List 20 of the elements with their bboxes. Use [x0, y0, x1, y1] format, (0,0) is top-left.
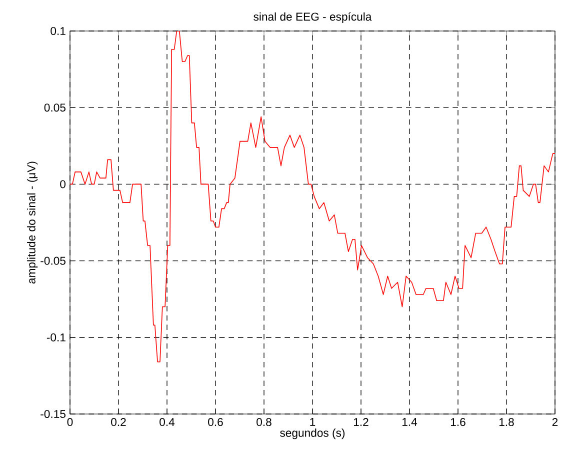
x-tick-label: 0 — [67, 418, 73, 426]
x-tick-label: 1.2 — [354, 418, 368, 426]
y-tick-label: -0.15 — [40, 410, 66, 418]
x-tick-label: 1 — [310, 418, 316, 426]
y-tick-label: -0.05 — [40, 256, 66, 265]
y-tick-label: 0.1 — [50, 27, 66, 36]
x-axis-title: segundos (s) — [280, 428, 345, 440]
x-tick-label: 1.6 — [450, 418, 466, 426]
x-tick-label: 0.4 — [160, 418, 175, 426]
x-tick-label: 0.2 — [111, 418, 126, 426]
x-tick-label: 0.8 — [256, 418, 272, 426]
y-tick-label: 0 — [60, 180, 66, 188]
y-tick-label: -0.1 — [46, 333, 66, 342]
x-tick-label: 0.6 — [208, 418, 223, 426]
x-tick-label: 2 — [552, 418, 558, 426]
chart-title: sinal de EEG - espícula — [254, 12, 372, 23]
y-tick-label: 0.05 — [44, 104, 66, 112]
x-tick-label: 1.4 — [402, 418, 418, 426]
y-axis-title: amplitude do sinal - (μV) — [27, 162, 38, 284]
x-tick-label: 1.8 — [499, 418, 514, 426]
